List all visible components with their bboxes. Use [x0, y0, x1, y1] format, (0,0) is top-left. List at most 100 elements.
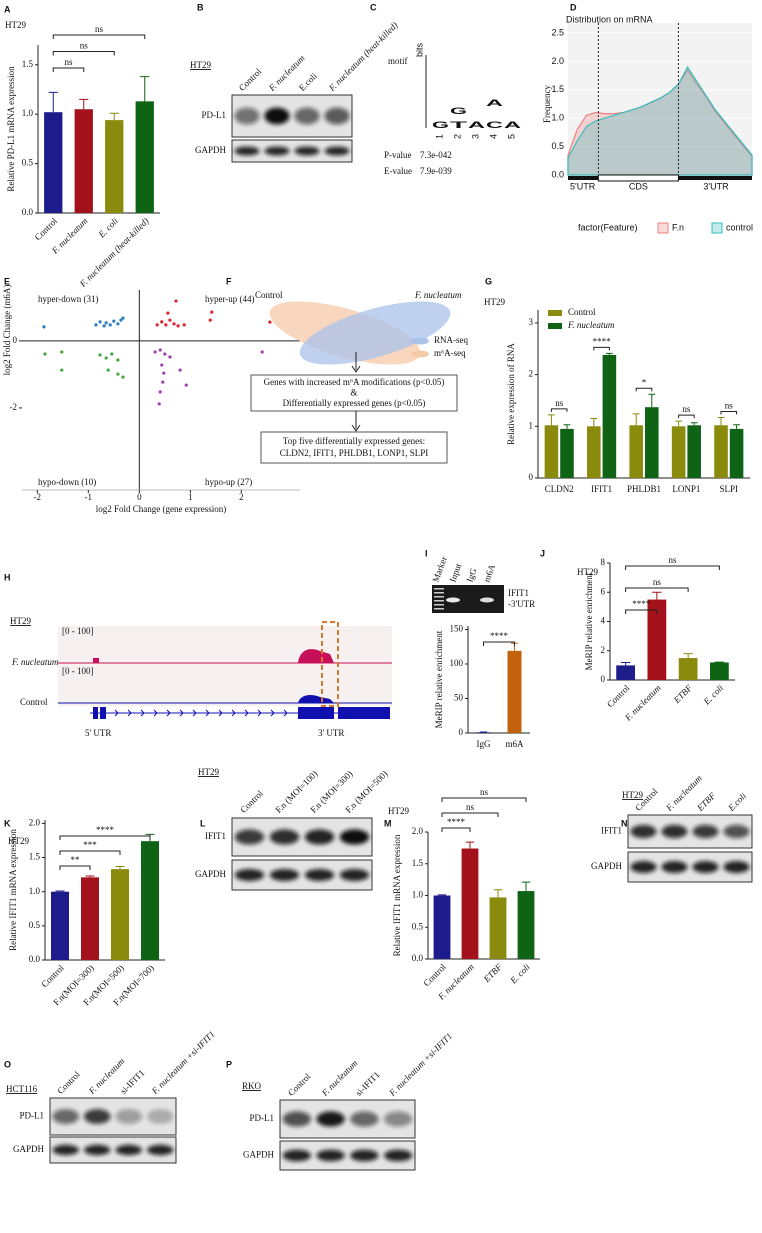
point [160, 363, 164, 367]
sig-label: ns [682, 404, 691, 414]
point [112, 319, 116, 323]
panel-label: J [540, 548, 545, 558]
sig-bracket [593, 346, 610, 351]
bar [111, 869, 129, 960]
sig-label: ns [668, 555, 677, 565]
bar [44, 112, 63, 213]
bar [616, 665, 635, 680]
blot-band [661, 824, 688, 839]
blot-band [147, 1144, 174, 1156]
intron-arrow [205, 709, 210, 717]
cell-line: RKO [242, 1081, 262, 1091]
error-bar [590, 418, 598, 427]
panel-label: D [570, 2, 577, 12]
bar [587, 426, 601, 478]
stat-name: P-value [384, 150, 412, 160]
y-tick-label: 1.0 [412, 890, 424, 900]
legend-swatch [548, 310, 562, 316]
blot-band [350, 1111, 379, 1127]
region-cds [597, 174, 679, 182]
cell-line: HT29 [577, 567, 598, 577]
blot-band [294, 107, 320, 125]
error-bar [548, 414, 555, 426]
row-label: IFIT1 [205, 831, 226, 841]
panel-label: G [485, 276, 492, 286]
track-range: [0 - 100] [62, 666, 94, 676]
sig-bracket [59, 850, 121, 855]
y-tick-label: 0.0 [551, 169, 564, 179]
error-bar [521, 881, 531, 892]
error-bar [605, 352, 613, 355]
quadrant-label: hypo-down (10) [38, 477, 96, 487]
row-label: IFIT1 [601, 826, 622, 836]
y-tick-label: 1.0 [22, 108, 34, 118]
point [106, 368, 110, 372]
y-axis-label: Relative PD-L1 mRNA expression [6, 66, 16, 192]
point [110, 352, 114, 356]
sig-bracket [678, 414, 695, 419]
bar [687, 425, 701, 478]
blot-band [304, 829, 335, 845]
point [158, 390, 162, 394]
legend-label: F. nucleatum [567, 320, 615, 330]
point [166, 311, 170, 315]
box-text: & [350, 388, 357, 398]
panel-label: E [4, 276, 10, 286]
point [161, 380, 165, 384]
y-tick-label: 2.0 [412, 826, 424, 836]
intron-arrow [283, 709, 288, 717]
point [208, 318, 212, 322]
x-tick-label: 0 [137, 492, 142, 502]
row-label: GAPDH [195, 869, 227, 879]
ladder-band [434, 604, 444, 606]
box-text: Differentially expressed genes (p<0.05) [283, 398, 426, 408]
panel-label: F [226, 276, 232, 286]
logo-letter: G [432, 120, 449, 130]
bar [714, 425, 728, 478]
y-tick-label: 8 [601, 557, 606, 567]
panel-label: P [226, 1059, 232, 1069]
ladder-band [434, 596, 444, 598]
blot-band [52, 1109, 79, 1124]
point [121, 316, 125, 320]
legend-label: m⁶A-seq [434, 348, 466, 358]
point [116, 372, 120, 376]
y-tick-label: 2.5 [551, 27, 564, 37]
cell-line: HT29 [8, 836, 29, 846]
blot-band [383, 1149, 413, 1162]
x-tick-label: IFIT1 [591, 484, 612, 494]
exon [338, 707, 390, 719]
x-tick-label: m6A [506, 739, 525, 749]
stat-name: E-value [384, 166, 412, 176]
exon [298, 707, 334, 719]
cell-line: HT29 [5, 20, 26, 30]
bar [74, 109, 93, 213]
y-tick-label: 50 [454, 693, 464, 703]
x-axis-label: log2 Fold Change (gene expression) [96, 504, 226, 514]
venn-set [299, 301, 451, 365]
x-tick-label: LONP1 [672, 484, 700, 494]
error-bar [115, 865, 125, 870]
point [157, 402, 161, 406]
blot-frame [231, 139, 353, 163]
legend-swatch [711, 222, 723, 234]
sig-bracket [52, 51, 115, 56]
ladder-band [434, 600, 444, 602]
point [98, 320, 102, 324]
motif-title: motif [388, 56, 408, 66]
point [104, 356, 108, 360]
point [102, 324, 106, 328]
y-tick-label: 150 [450, 624, 464, 634]
gel-band [480, 597, 494, 603]
blot-band [282, 1111, 312, 1127]
intron-arrow [179, 709, 184, 717]
point [260, 350, 264, 354]
y-tick-label: 1.5 [29, 852, 41, 862]
blot-band [234, 107, 260, 125]
x-tick-label: CLDN2 [545, 484, 574, 494]
row-label: GAPDH [243, 1150, 275, 1160]
intron-arrow [166, 709, 171, 717]
row-label: GAPDH [13, 1144, 45, 1154]
error-bar [48, 91, 58, 113]
stat-value: 7.3e-042 [420, 150, 452, 160]
